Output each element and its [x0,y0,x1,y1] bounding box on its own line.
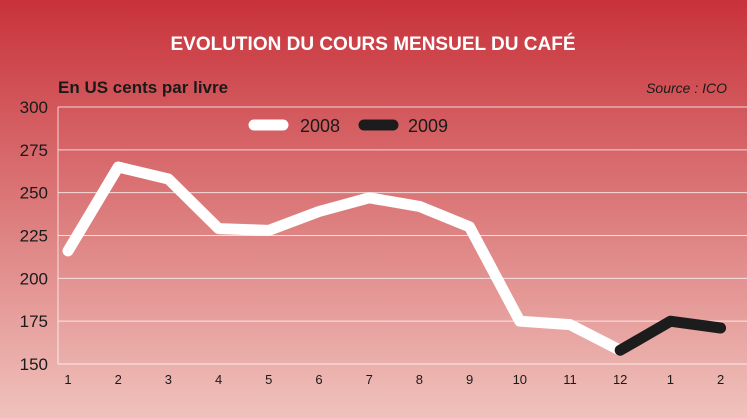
x-tick-label: 10 [513,372,527,387]
x-tick-label: 2 [717,372,724,387]
data-point-2008 [268,229,270,231]
grid-lines [57,106,747,365]
data-point-2008 [418,205,420,207]
series-line-2008 [62,161,626,356]
y-tick-label: 175 [20,312,48,331]
x-tick-label: 8 [416,372,423,387]
data-point-2008 [67,250,69,252]
y-axis-units-label: En US cents par livre [58,78,228,97]
x-tick-label: 6 [315,372,322,387]
x-tick-label: 9 [466,372,473,387]
data-point-2009 [669,320,671,322]
data-point-2009 [619,349,621,351]
data-point-2008 [218,228,220,230]
y-tick-label: 225 [20,227,48,246]
y-tick-label: 300 [20,98,48,117]
x-tick-label: 1 [64,372,71,387]
chart-title: EVOLUTION DU COURS MENSUEL DU CAFÉ [170,33,575,55]
x-tick-label: 11 [563,372,577,387]
data-point-2008 [519,320,521,322]
y-tick-label: 275 [20,141,48,160]
data-point-2008 [569,324,571,326]
data-point-2009 [720,327,722,329]
series-lines [62,161,727,356]
legend: 2008 2009 [248,116,448,136]
data-point-2008 [318,211,320,213]
x-tick-label: 3 [165,372,172,387]
legend-label-2008: 2008 [300,116,340,136]
x-tick-label: 7 [366,372,373,387]
data-point-2008 [167,178,169,180]
x-tick-label: 5 [265,372,272,387]
data-point-2008 [117,166,119,168]
y-tick-label: 250 [20,184,48,203]
data-point-2008 [368,197,370,199]
legend-label-2009: 2009 [408,116,448,136]
x-tick-label: 2 [115,372,122,387]
x-tick-label: 4 [215,372,222,387]
data-point-2008 [469,226,471,228]
y-axis: 300 275 250 225 200 175 150 [20,98,48,374]
y-tick-label: 150 [20,355,48,374]
y-tick-label: 200 [20,269,48,288]
x-tick-label: 12 [613,372,627,387]
source-label: Source : ICO [646,80,727,96]
x-tick-label: 1 [667,372,674,387]
x-axis: 1 2 3 4 5 6 7 8 9 10 11 12 1 2 [64,372,724,387]
